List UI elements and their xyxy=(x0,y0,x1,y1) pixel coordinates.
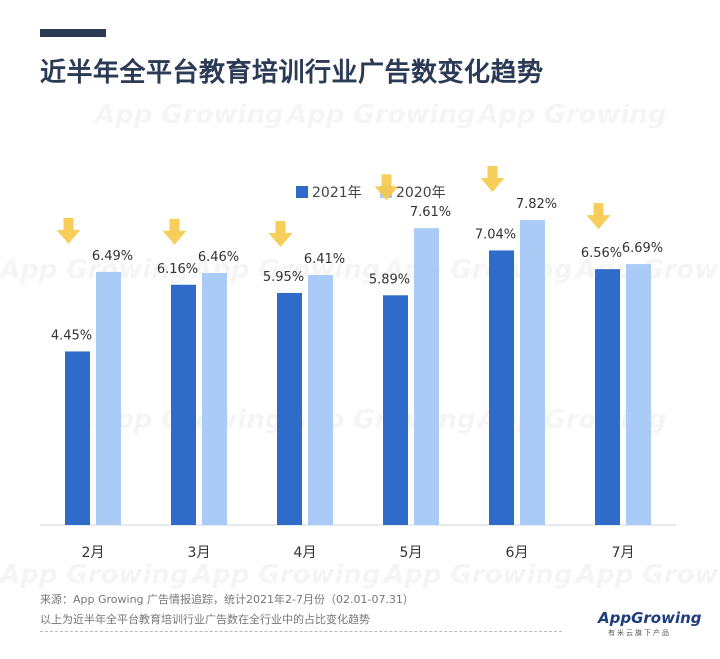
bar-2021-6 xyxy=(595,269,620,525)
bar-2021-1 xyxy=(65,351,90,525)
footer-divider xyxy=(40,631,562,632)
bar-2021-2 xyxy=(171,284,196,525)
legend-label-1: 2021年 xyxy=(312,185,362,201)
data-label-2021-2: 6.16% xyxy=(157,262,198,277)
data-label-2020-1: 6.49% xyxy=(92,249,133,264)
data-label-2020-4: 7.61% xyxy=(410,205,451,220)
category-label-1: 2月 xyxy=(82,545,105,561)
logo-text: AppGrowing xyxy=(598,609,702,627)
decline-arrow-icon-1 xyxy=(56,217,81,244)
data-label-2020-2: 6.46% xyxy=(198,250,239,265)
data-label-2021-4: 5.89% xyxy=(369,272,410,287)
data-label-2021-1: 4.45% xyxy=(51,328,92,343)
category-label-5: 6月 xyxy=(506,545,529,561)
app-growing-logo: AppGrowing 有米云旗下产品 xyxy=(598,609,702,639)
data-label-2021-5: 7.04% xyxy=(475,227,516,242)
bar-2020-4 xyxy=(414,228,439,525)
page-title: 近半年全平台教育培训行业广告数变化趋势 xyxy=(40,58,544,88)
data-label-2020-3: 6.41% xyxy=(304,252,345,267)
legend-swatch-1 xyxy=(296,186,308,198)
description-note: 以上为近半年全平台教育培训行业广告数在全行业中的占比变化趋势 xyxy=(40,613,370,626)
data-label-2020-6: 6.69% xyxy=(622,241,663,256)
category-label-3: 4月 xyxy=(294,545,317,561)
decline-arrow-icon-5 xyxy=(480,166,505,193)
decline-arrow-icon-3 xyxy=(268,221,293,248)
bar-2020-6 xyxy=(626,264,651,525)
decline-arrow-icon-4 xyxy=(374,174,399,201)
data-label-2021-6: 6.56% xyxy=(581,246,622,261)
logo-subtext: 有米云旗下产品 xyxy=(608,629,671,637)
category-label-4: 5月 xyxy=(400,545,423,561)
decline-arrow-icon-6 xyxy=(586,203,611,230)
data-label-2021-3: 5.95% xyxy=(263,270,304,285)
legend-label-2: 2020年 xyxy=(396,185,446,201)
category-label-2: 3月 xyxy=(188,545,211,561)
bar-chart: 2021年 2020年4.45%6.49%2月6.16%6.46%3月5.95%6… xyxy=(40,166,676,561)
category-label-6: 7月 xyxy=(612,545,635,561)
bar-2021-5 xyxy=(489,250,514,525)
decline-arrow-icon-2 xyxy=(162,218,187,245)
bar-2020-1 xyxy=(96,271,121,525)
data-label-2020-5: 7.82% xyxy=(516,197,557,212)
bar-2021-3 xyxy=(277,292,302,525)
source-note: 来源：App Growing 广告情报追踪，统计2021年2-7月份（02.01… xyxy=(40,593,414,606)
bar-2021-4 xyxy=(383,295,408,525)
title-accent-bar xyxy=(40,29,106,37)
bar-2020-3 xyxy=(308,275,333,525)
bar-2020-5 xyxy=(520,220,545,525)
bar-2020-2 xyxy=(202,273,227,525)
